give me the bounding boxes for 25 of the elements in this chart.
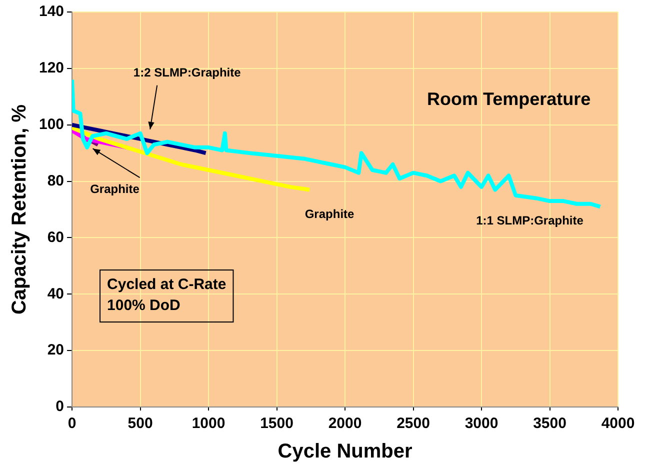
x-tick-label: 3000 (464, 415, 498, 432)
x-tick-label: 1500 (260, 415, 294, 432)
y-tick-label: 40 (47, 285, 64, 302)
x-tick-label: 2000 (328, 415, 362, 432)
annotation: Graphite (304, 207, 355, 222)
y-tick-label: 60 (47, 228, 64, 246)
y-axis-title: Capacity Retention, % (8, 104, 31, 315)
y-tick-label: 80 (47, 172, 64, 190)
x-tick-label: 1000 (192, 415, 226, 432)
y-tick-label: 0 (56, 398, 64, 416)
y-tick-label: 120 (38, 60, 64, 77)
x-axis-title: Cycle Number (278, 440, 412, 463)
y-tick-label: 140 (38, 3, 64, 20)
x-tick-label: 4000 (601, 415, 635, 432)
annotation: 1:1 SLMP:Graphite (476, 213, 584, 228)
x-tick-label: 500 (128, 415, 153, 432)
x-tick-label: 0 (68, 415, 76, 432)
x-tick-label: 3500 (533, 415, 566, 432)
y-tick-label: 100 (38, 116, 64, 133)
annotation: Graphite (90, 182, 140, 196)
y-tick-label: 20 (47, 342, 64, 359)
annotation: Room Temperature (426, 88, 591, 109)
x-tick-label: 2500 (396, 415, 430, 432)
annotation: 1:2 SLMP:Graphite (133, 66, 242, 80)
annotation: Cycled at C-Rate 100% DoD (107, 276, 226, 314)
